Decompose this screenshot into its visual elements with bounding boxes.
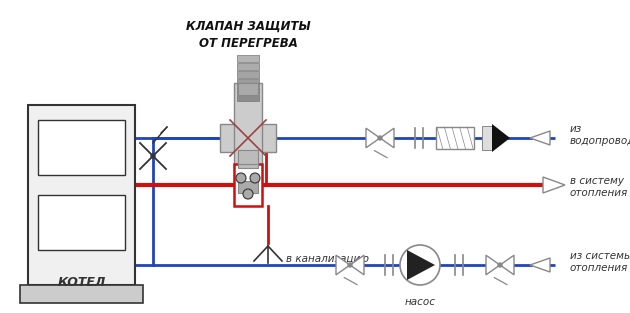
Bar — [482, 126, 492, 150]
Bar — [237, 79, 259, 86]
Polygon shape — [366, 128, 380, 148]
Polygon shape — [543, 177, 565, 193]
Bar — [234, 164, 262, 206]
Bar — [238, 83, 258, 95]
Circle shape — [348, 263, 352, 267]
Text: из системы
отопления: из системы отопления — [570, 251, 630, 273]
Bar — [237, 55, 259, 62]
Text: КОТЕЛ: КОТЕЛ — [57, 276, 106, 290]
Bar — [238, 150, 258, 164]
Text: в канализацию: в канализацию — [286, 254, 369, 264]
Polygon shape — [530, 258, 550, 272]
Polygon shape — [407, 250, 435, 280]
Polygon shape — [492, 124, 510, 152]
Bar — [436, 127, 474, 149]
Bar — [237, 71, 259, 78]
Bar — [220, 124, 276, 152]
Circle shape — [400, 245, 440, 285]
Text: из
водопровода: из водопровода — [570, 124, 630, 146]
Bar — [237, 63, 259, 70]
Bar — [38, 120, 125, 175]
Text: насос: насос — [404, 297, 435, 307]
Bar — [238, 154, 258, 168]
Bar — [28, 105, 135, 285]
Bar — [238, 181, 258, 193]
Text: КЛАПАН ЗАЩИТЫ
ОТ ПЕРЕГРЕВА: КЛАПАН ЗАЩИТЫ ОТ ПЕРЕГРЕВА — [186, 20, 311, 50]
Polygon shape — [350, 255, 364, 275]
Circle shape — [378, 136, 382, 140]
Bar — [237, 87, 259, 94]
Polygon shape — [380, 128, 394, 148]
Polygon shape — [486, 255, 500, 275]
Bar — [234, 83, 262, 193]
Polygon shape — [500, 255, 514, 275]
Circle shape — [250, 173, 260, 183]
Circle shape — [151, 154, 155, 158]
Circle shape — [243, 189, 253, 199]
Polygon shape — [530, 131, 550, 145]
Polygon shape — [336, 255, 350, 275]
Bar — [20, 285, 143, 303]
Bar — [38, 195, 125, 250]
Circle shape — [236, 173, 246, 183]
Bar — [237, 95, 259, 101]
Circle shape — [498, 263, 502, 267]
Text: в систему
отопления: в систему отопления — [570, 176, 628, 198]
